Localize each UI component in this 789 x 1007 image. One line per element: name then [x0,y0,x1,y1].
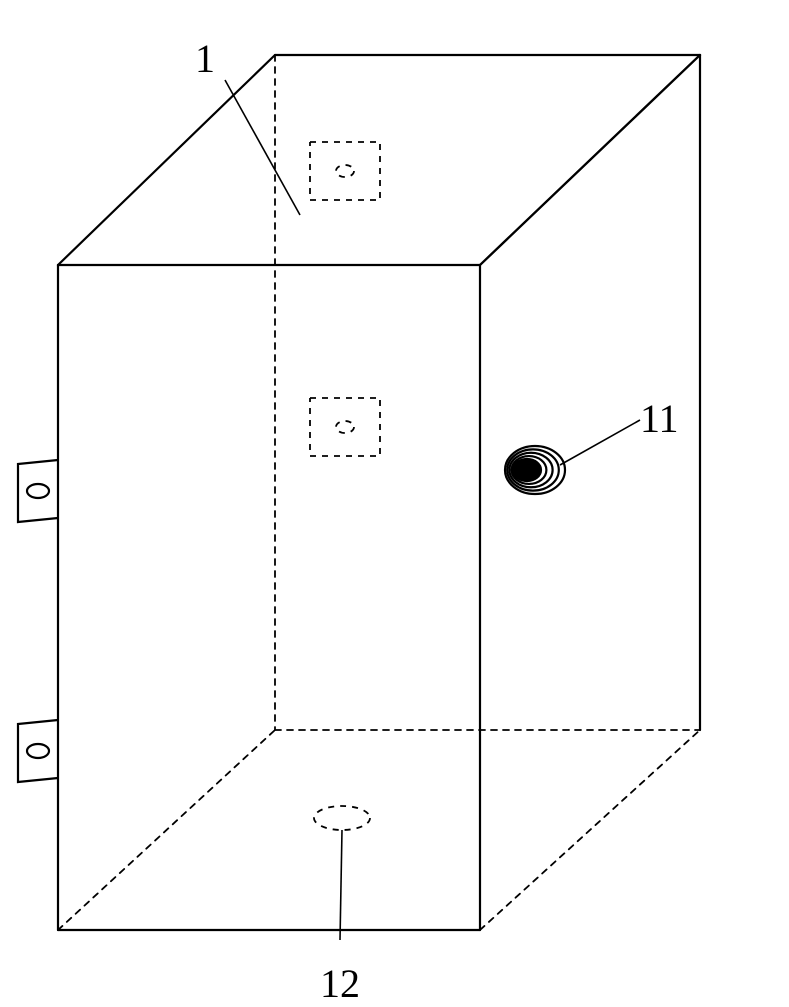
diagram-canvas [0,0,789,1000]
label-body: 1 [195,35,215,82]
label-port: 11 [640,395,679,442]
